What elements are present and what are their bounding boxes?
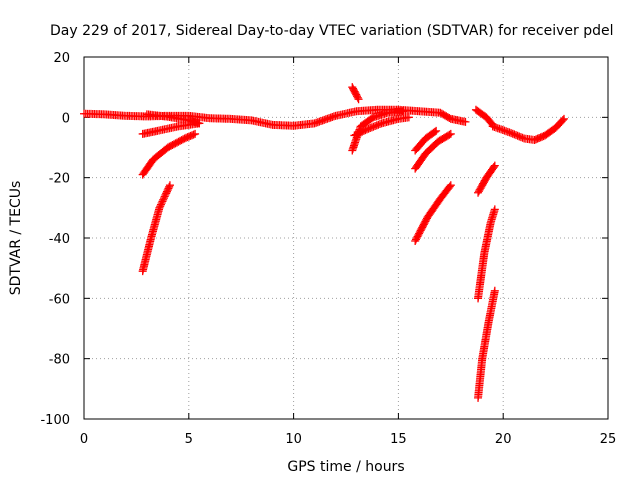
x-axis-label: GPS time / hours — [287, 459, 404, 475]
data-point — [490, 205, 499, 214]
data-point — [559, 114, 568, 123]
data-series — [474, 161, 499, 197]
data-series — [488, 114, 568, 144]
y-axis-label: SDTVAR / TECUs — [8, 181, 24, 296]
data-point — [446, 129, 455, 138]
y-tick-label: -100 — [40, 413, 70, 428]
data-point — [191, 129, 200, 138]
data-point — [165, 182, 174, 191]
data-point — [518, 133, 527, 142]
data-point — [354, 95, 363, 104]
data-point — [445, 130, 454, 139]
data-series — [348, 107, 407, 155]
data-layer — [80, 83, 568, 402]
data-series — [138, 129, 200, 179]
data-point — [353, 93, 362, 102]
data-point — [195, 119, 204, 128]
y-tick-label: -80 — [49, 353, 70, 368]
data-point — [404, 113, 413, 122]
data-series — [474, 205, 499, 303]
data-point — [461, 117, 470, 126]
data-series — [348, 83, 363, 104]
data-series — [411, 181, 455, 246]
data-point — [398, 107, 407, 116]
data-point — [490, 286, 499, 295]
data-series — [411, 126, 441, 155]
y-tick-label: 0 — [62, 111, 70, 126]
data-point — [445, 182, 454, 191]
x-tick-label: 10 — [285, 432, 302, 447]
data-series — [474, 286, 499, 402]
y-tick-label: -40 — [49, 232, 70, 247]
data-point — [432, 126, 441, 135]
data-point — [489, 162, 498, 171]
data-series — [138, 181, 174, 276]
x-tick-label: 5 — [185, 432, 193, 447]
data-point — [430, 127, 439, 136]
x-tick-label: 0 — [80, 432, 88, 447]
x-tick-label: 20 — [495, 432, 512, 447]
y-tick-label: -20 — [49, 172, 70, 187]
data-series — [350, 113, 413, 140]
data-point — [446, 181, 455, 190]
data-series — [138, 119, 204, 138]
chart-title: Day 229 of 2017, Sidereal Day-to-day VTE… — [50, 23, 614, 39]
x-tick-label: 15 — [390, 432, 407, 447]
grid — [84, 57, 608, 419]
data-point — [490, 161, 499, 170]
data-series — [411, 129, 455, 173]
x-tick-label: 25 — [600, 432, 617, 447]
data-point — [165, 181, 174, 190]
y-tick-label: 20 — [53, 51, 70, 66]
data-point — [558, 116, 567, 125]
axis-ticks: 0 5 10 15 20 25 -100 -80 -60 -40 -20 0 20 — [40, 51, 616, 447]
y-tick-label: -60 — [49, 292, 70, 307]
